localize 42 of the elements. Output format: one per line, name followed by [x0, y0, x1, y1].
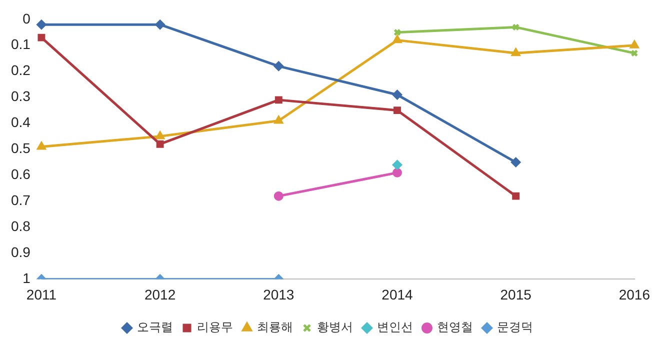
point: [37, 142, 46, 150]
point: [512, 48, 520, 56]
y-tick-label: 0.2: [10, 62, 31, 78]
y-tick-label: 0.5: [10, 140, 31, 156]
point: [392, 35, 402, 44]
point: [36, 20, 46, 30]
x-tick-label: 2011: [26, 286, 57, 302]
y-tick-label: 0.4: [10, 114, 31, 130]
y-tick-label: 0.6: [10, 166, 31, 182]
legend-label: 오극렬: [137, 320, 173, 334]
point: [274, 191, 284, 201]
y-tick-label: 1: [22, 270, 31, 286]
x-tick-label: 2016: [618, 286, 650, 302]
point: [392, 160, 402, 170]
legend-label: 변인선: [377, 320, 413, 334]
point: [156, 140, 164, 148]
y-tick-label: 0: [22, 10, 31, 26]
legend-label: 현영철: [437, 320, 473, 334]
point: [155, 20, 165, 30]
point: [274, 116, 283, 124]
point: [394, 106, 401, 114]
point: [392, 168, 402, 178]
y-tick-label: 0.8: [10, 218, 31, 234]
y-tick-label: 0.3: [10, 88, 31, 104]
legend-label: 문경덕: [497, 320, 533, 334]
point: [274, 96, 282, 104]
point: [511, 158, 521, 168]
point: [38, 34, 46, 42]
x-tick-label: 2012: [144, 286, 176, 302]
y-tick-label: 0.9: [10, 244, 31, 260]
x-tick-label: 2014: [382, 286, 414, 302]
point: [392, 90, 402, 100]
x-tick-label: 2013: [263, 286, 294, 302]
y-tick-label: 0.1: [10, 36, 31, 52]
point: [512, 192, 520, 200]
point: [274, 61, 284, 71]
legend-label: 최룡해: [257, 320, 293, 334]
y-tick-label: 0.7: [10, 192, 31, 208]
x-tick-label: 2015: [500, 286, 532, 302]
legend-label: 리용무: [197, 320, 233, 334]
point: [512, 23, 520, 31]
legend-label: 황병서: [317, 320, 353, 334]
